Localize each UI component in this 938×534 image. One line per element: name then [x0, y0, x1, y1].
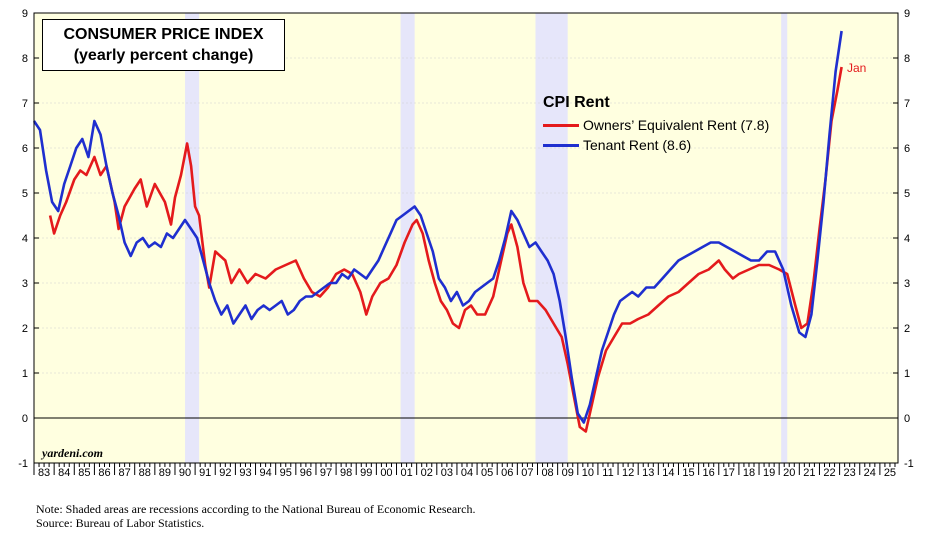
series-line-oer: [48, 66, 843, 433]
x-tick-label: 11: [602, 467, 613, 479]
x-tick-label: 07: [521, 467, 533, 479]
y-axis-right: -1 0 1 2 3 4 5 6 7 8 9: [893, 8, 914, 470]
x-tick-label: 96: [300, 467, 312, 479]
y-tick-label-left: 2: [22, 323, 28, 335]
x-tick-label: 86: [98, 467, 110, 479]
x-tick-label: 89: [159, 467, 171, 479]
chart-title-line1: CONSUMER PRICE INDEX: [63, 26, 264, 43]
x-tick-label: 08: [541, 467, 553, 479]
legend-label-tenant: Tenant Rent (8.6): [583, 137, 692, 153]
x-tick-label: 22: [823, 467, 835, 479]
legend-title: CPI Rent: [543, 94, 610, 111]
y-tick-label-left: 0: [22, 413, 28, 425]
x-axis: 83 84 85 86 87 88 89 90 91 92 93 94 95 96 97 98 99 00 01 02…: [33, 463, 896, 479]
legend-entry-oer: Owners’ Equivalent Rent (7.8): [543, 115, 769, 135]
y-tick-label-left: 1: [22, 368, 28, 380]
x-tick-label: 01: [400, 467, 412, 479]
x-tick-label: 00: [380, 467, 392, 479]
y-tick-label-left: 8: [22, 53, 28, 65]
y-tick-label-right: 5: [904, 188, 910, 200]
series-line-tenant: [32, 30, 843, 424]
y-tick-label-left: 5: [22, 188, 28, 200]
y-tick-label-left: 3: [22, 278, 28, 290]
y-tick-label-left: -1: [18, 458, 28, 470]
x-tick-label: 84: [58, 467, 70, 479]
x-tick-label: 87: [119, 467, 131, 479]
x-tick-label: 85: [78, 467, 90, 479]
x-tick-label: 91: [199, 467, 211, 479]
y-tick-label-right: 7: [904, 98, 910, 110]
x-tick-label: 95: [280, 467, 292, 479]
x-tick-label: 21: [803, 467, 815, 479]
y-tick-label-left: 7: [22, 98, 28, 110]
y-tick-label-right: 9: [904, 8, 910, 20]
legend-entry-tenant: Tenant Rent (8.6): [543, 135, 769, 155]
end-label: Jan: [847, 61, 867, 75]
x-tick-label: 97: [320, 467, 332, 479]
source-text: Source: Bureau of Labor Statistics.: [36, 516, 205, 530]
y-axis-left: -1 0 1 2 3 4 5 6 7 8 9: [18, 8, 39, 470]
y-tick-label-right: 1: [904, 368, 910, 380]
footnotes: Note: Shaded areas are recessions accord…: [36, 502, 476, 530]
y-tick-label-left: 9: [22, 8, 28, 20]
y-tick-label-right: 4: [904, 233, 910, 245]
x-tick-label: 16: [703, 467, 715, 479]
x-tick-label: 03: [441, 467, 453, 479]
x-tick-label: 04: [461, 467, 473, 479]
x-tick-label: 19: [763, 467, 775, 479]
y-tick-label-right: 0: [904, 413, 910, 425]
legend-label-oer: Owners’ Equivalent Rent (7.8): [583, 117, 770, 133]
chart-title-line2: (yearly percent change): [73, 47, 254, 64]
x-tick-label: 05: [481, 467, 493, 479]
x-tick-label: 12: [622, 467, 634, 479]
x-tick-label: 25: [884, 467, 896, 479]
recession-band-0: [185, 13, 200, 463]
x-tick-label: 88: [139, 467, 151, 479]
y-tick-label-right: -1: [904, 458, 914, 470]
x-tick-label: 90: [179, 467, 191, 479]
chart-title: CONSUMER PRICE INDEX (yearly percent cha…: [42, 19, 285, 71]
note-text: Note: Shaded areas are recessions accord…: [36, 502, 476, 516]
x-tick-label: 09: [562, 467, 574, 479]
y-tick-label-right: 3: [904, 278, 910, 290]
x-tick-label: 24: [864, 467, 876, 479]
x-tick-label: 14: [662, 467, 674, 479]
series-lines: [32, 30, 843, 433]
legend: CPI Rent Owners’ Equivalent Rent (7.8) T…: [543, 94, 769, 155]
watermark: yardeni.com: [42, 446, 103, 460]
x-tick-label: 23: [844, 467, 856, 479]
legend-swatch-oer: [543, 123, 579, 127]
y-tick-label-right: 2: [904, 323, 910, 335]
x-tick-label: 17: [723, 467, 735, 479]
x-tick-label: 15: [682, 467, 694, 479]
x-tick-label: 06: [501, 467, 513, 479]
x-tick-label: 98: [340, 467, 352, 479]
x-tick-label: 13: [642, 467, 654, 479]
y-tick-label-left: 6: [22, 143, 28, 155]
x-tick-label: 20: [783, 467, 795, 479]
x-tick-label: 83: [38, 467, 50, 479]
y-tick-label-right: 8: [904, 53, 910, 65]
x-tick-label: 02: [421, 467, 433, 479]
recession-band-3: [781, 13, 788, 463]
y-tick-label-right: 6: [904, 143, 910, 155]
x-tick-label: 92: [219, 467, 231, 479]
x-tick-label: 93: [239, 467, 251, 479]
x-tick-label: 18: [743, 467, 755, 479]
x-tick-label: 10: [582, 467, 594, 479]
x-tick-label: 99: [360, 467, 372, 479]
x-tick-label: 94: [259, 467, 271, 479]
y-tick-label-left: 4: [22, 233, 28, 245]
legend-swatch-tenant: [543, 143, 579, 147]
